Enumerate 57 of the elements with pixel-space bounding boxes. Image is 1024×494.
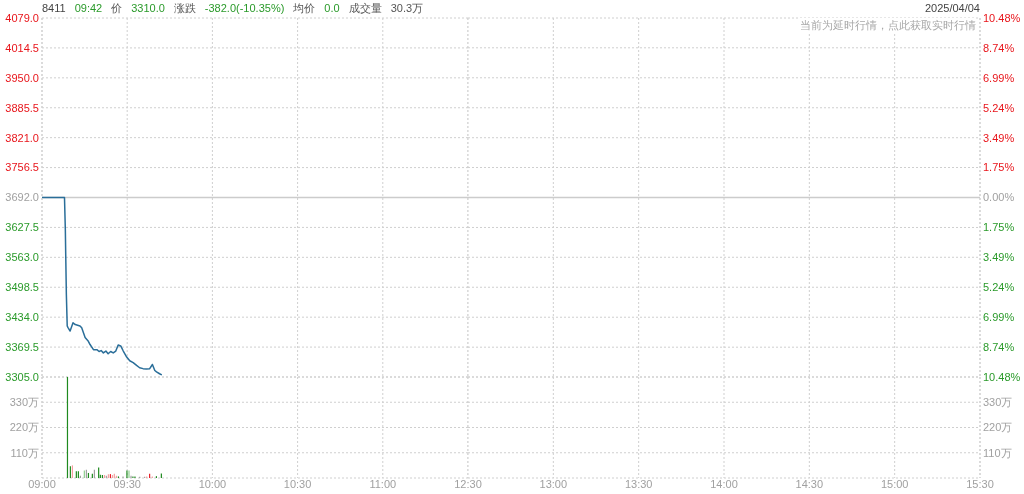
y2-tick-label: 3.49% — [983, 251, 1015, 264]
y-tick-label: 3563.0 — [5, 251, 39, 264]
y-tick-label: 3369.5 — [5, 340, 39, 353]
y2-tick-label: 1.75% — [983, 221, 1015, 234]
y2-tick-label: 1.75% — [983, 161, 1015, 174]
line-series — [42, 196, 163, 376]
x-tick-label: 13:30 — [624, 477, 653, 490]
text: 30.3万 — [390, 1, 424, 16]
x-tick-label: 09:30 — [113, 477, 141, 490]
y-tick-label: 3692.0 — [5, 191, 39, 204]
y-tick-label: 3885.5 — [5, 101, 39, 114]
y-tick-label: 3950.0 — [5, 71, 39, 84]
y-tick-label: 3305.0 — [5, 370, 39, 383]
y2-tick-label: 5.24% — [983, 281, 1015, 294]
y-tick-label: 3498.5 — [5, 281, 39, 294]
x-tick-label: 15:30 — [966, 477, 994, 490]
text: 均价 — [293, 1, 316, 16]
x-tick-label: 13:00 — [539, 477, 568, 490]
text: 3310.0 — [131, 1, 165, 16]
x-tick-label: 10:00 — [198, 477, 227, 490]
y2-tick-label: 5.24% — [983, 101, 1015, 114]
text: -382.0(-10.35%) — [204, 1, 285, 16]
text: 0.0 — [324, 1, 340, 16]
text: 成交量 — [348, 1, 382, 16]
x-tick-label: 15:00 — [880, 477, 909, 490]
y2-tick-label: 8.74% — [983, 41, 1015, 54]
y2-tick-label: 0.00% — [983, 191, 1015, 204]
y2-tick-label: 220万 — [983, 421, 1013, 434]
text: 2025/04/04 — [924, 1, 980, 15]
x-tick-label: 14:30 — [795, 477, 824, 490]
y-tick-label: 3756.5 — [5, 161, 39, 174]
y-tick-label: 330万 — [9, 396, 39, 409]
chart-title: 8411 — [42, 1, 66, 16]
y-tick-label: 220万 — [9, 421, 39, 434]
x-tick-label: 09:00 — [28, 477, 56, 490]
y2-tick-label: 330万 — [983, 396, 1013, 409]
text: 价 — [111, 1, 123, 16]
annotation: 当前为延时行情，点此获取实时行情 — [800, 18, 976, 32]
text: 涨跌 — [173, 1, 196, 16]
y2-tick-label: 10.48% — [983, 11, 1021, 24]
x-tick-label: 10:30 — [283, 477, 312, 490]
y-tick-label: 4014.5 — [5, 41, 39, 54]
y2-tick-label: 10.48% — [983, 370, 1021, 383]
y-tick-label: 4079.0 — [5, 11, 39, 24]
y2-tick-label: 6.99% — [983, 71, 1015, 84]
x-tick-label: 11:00 — [369, 477, 397, 490]
text: 09:42 — [74, 1, 103, 16]
y-tick-label: 3627.5 — [5, 221, 39, 234]
x-tick-label: 12:30 — [454, 477, 482, 490]
y2-tick-label: 110万 — [983, 446, 1012, 459]
y2-tick-label: 3.49% — [983, 131, 1015, 144]
y-tick-label: 3434.0 — [5, 311, 39, 324]
y2-tick-label: 8.74% — [983, 341, 1015, 354]
y-tick-label: 110万 — [10, 446, 39, 459]
x-tick-label: 14:00 — [710, 477, 738, 490]
y-tick-label: 3821.0 — [5, 131, 39, 144]
y2-tick-label: 6.99% — [983, 311, 1015, 324]
